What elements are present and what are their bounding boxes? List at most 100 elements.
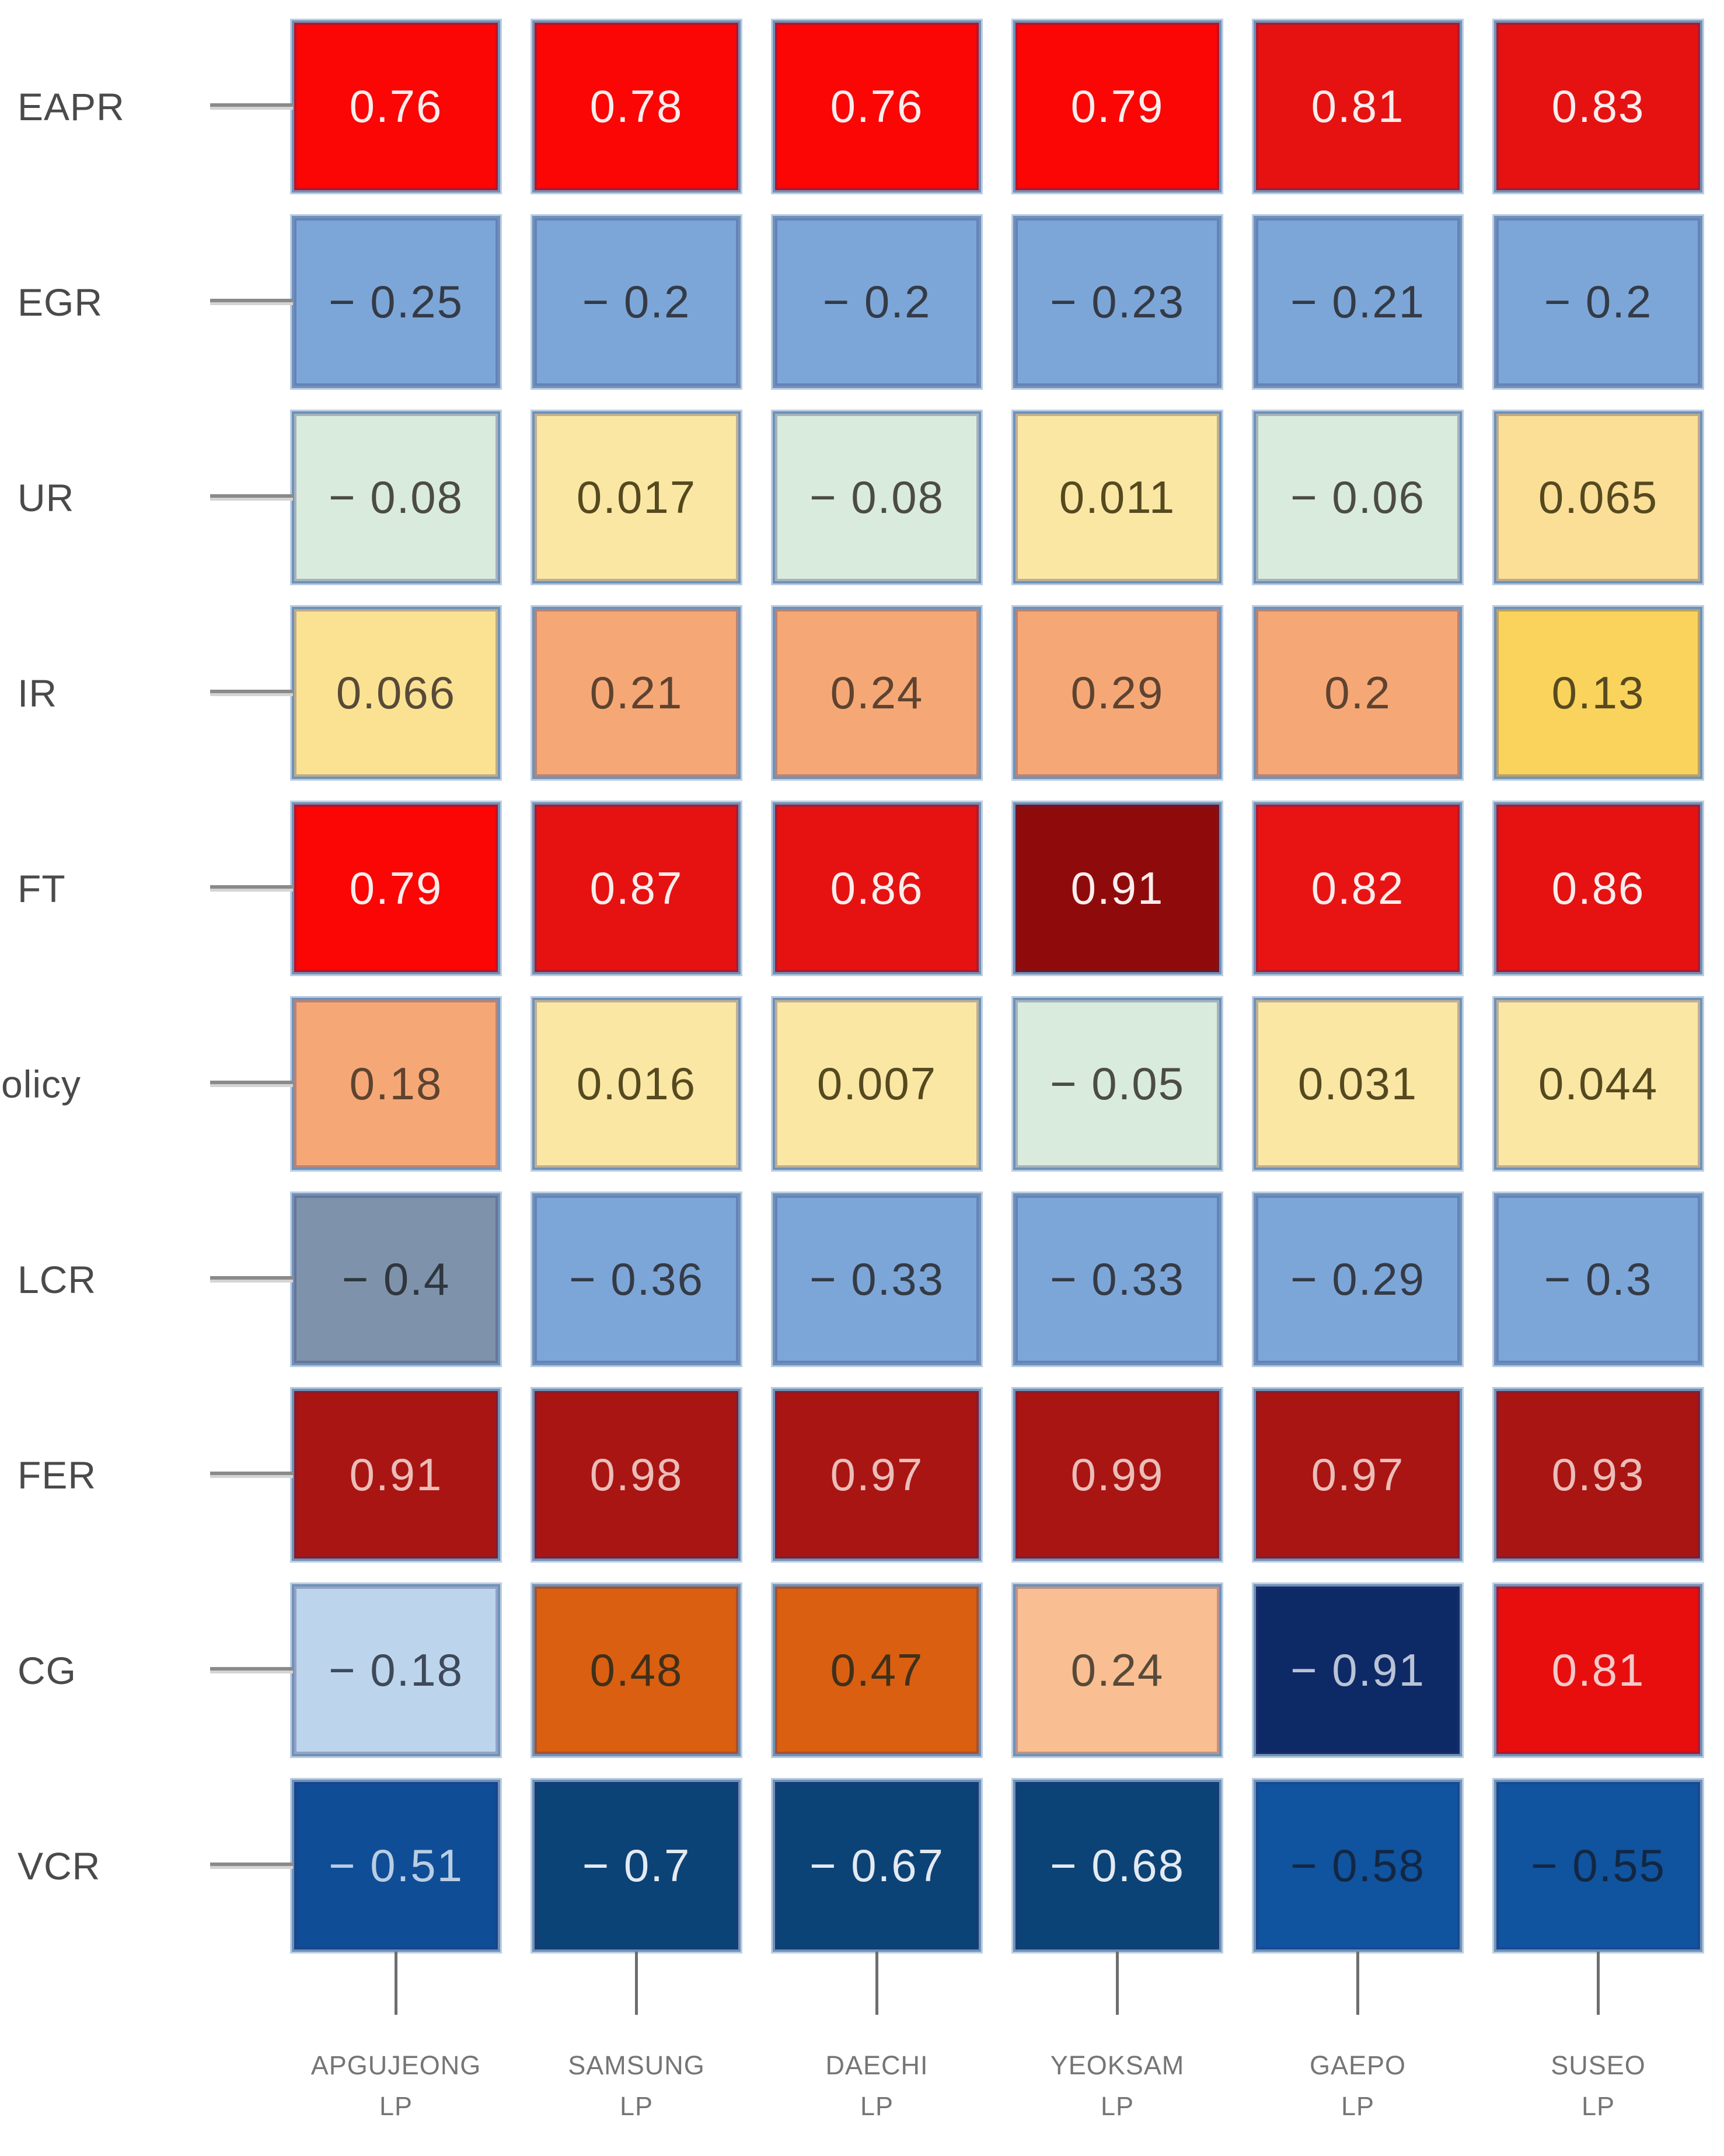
heatmap-cell: 0.79 [1013, 20, 1222, 193]
x-axis-label-suffix: LP [379, 2091, 413, 2121]
cell-value: 0.87 [589, 862, 683, 914]
x-tick [1116, 1952, 1119, 2015]
leader-line [210, 103, 293, 110]
cell-value: − 0.23 [1049, 276, 1185, 327]
cell-value: − 0.4 [341, 1253, 451, 1305]
heatmap-cell: − 0.21 [1254, 216, 1462, 388]
cell-value: 0.21 [589, 667, 683, 718]
leader-line [210, 689, 293, 696]
cell-value: 0.066 [336, 667, 456, 718]
cell-value: − 0.08 [809, 471, 945, 523]
heatmap-cell: 0.47 [773, 1584, 981, 1756]
cell-value: − 0.05 [1049, 1058, 1185, 1109]
heatmap-cell: 0.29 [1013, 607, 1222, 779]
x-axis-label: SAMSUNG LP [532, 2045, 741, 2156]
heatmap-cell: 0.98 [532, 1389, 741, 1561]
row-label: UR [0, 411, 293, 583]
cell-value: − 0.3 [1544, 1253, 1653, 1305]
cell-value: 0.97 [830, 1449, 924, 1500]
axis-spacer [0, 1975, 260, 2016]
heatmap-cell: − 0.29 [1254, 1193, 1462, 1365]
row-label: IR [0, 607, 293, 779]
x-tick-cell [532, 1952, 741, 2016]
x-tick-cell [292, 1952, 500, 2016]
cell-value: − 0.51 [328, 1840, 464, 1891]
cell-value: 0.24 [830, 667, 924, 718]
x-axis-label-name: GAEPO [1309, 2050, 1407, 2080]
row-label: olicy [0, 998, 293, 1170]
cell-value: 0.2 [1324, 667, 1391, 718]
heatmap-cell: − 0.23 [1013, 216, 1222, 388]
cell-value: 0.48 [589, 1644, 683, 1696]
x-axis-label-name: SUSEO [1551, 2050, 1646, 2080]
cell-value: − 0.55 [1530, 1840, 1666, 1891]
row-label-text: IR [18, 671, 57, 715]
x-axis-label-name: APGUJEONG [310, 2050, 481, 2080]
cell-value: − 0.25 [328, 276, 464, 327]
cell-value: 0.18 [349, 1058, 443, 1109]
cell-value: 0.99 [1070, 1449, 1164, 1500]
heatmap-cell: 0.81 [1254, 20, 1462, 193]
heatmap-cell: − 0.08 [773, 411, 981, 583]
heatmap-cell: − 0.2 [773, 216, 981, 388]
heatmap-cell: 0.78 [532, 20, 741, 193]
x-tick-cell [1494, 1952, 1702, 2016]
heatmap-cell: 0.76 [773, 20, 981, 193]
heatmap-cell: 0.24 [773, 607, 981, 779]
row-label: VCR [0, 1780, 293, 1952]
row-label: CG [0, 1584, 293, 1756]
heatmap-cell: − 0.05 [1013, 998, 1222, 1170]
heatmap-cell: − 0.25 [292, 216, 500, 388]
cell-value: − 0.33 [809, 1253, 945, 1305]
heatmap-cell: 0.21 [532, 607, 741, 779]
x-axis-label: DAECHI LP [773, 2045, 981, 2156]
leader-line [210, 298, 293, 305]
cell-value: − 0.2 [582, 276, 691, 327]
cell-value: 0.81 [1311, 81, 1405, 132]
cell-value: − 0.33 [1049, 1253, 1185, 1305]
cell-value: − 0.08 [328, 471, 464, 523]
x-tick-cell [1254, 1952, 1462, 2016]
heatmap-cell: − 0.4 [292, 1193, 500, 1365]
x-axis-label-name: YEOKSAM [1050, 2050, 1185, 2080]
heatmap-cell: 0.97 [1254, 1389, 1462, 1561]
x-axis-label-suffix: LP [619, 2091, 654, 2121]
cell-value: 0.29 [1070, 667, 1164, 718]
cell-value: − 0.91 [1290, 1644, 1426, 1696]
heatmap-cell: − 0.68 [1013, 1780, 1222, 1952]
cell-value: 0.91 [349, 1449, 443, 1500]
cell-value: 0.13 [1551, 667, 1645, 718]
cell-value: − 0.36 [568, 1253, 704, 1305]
cell-value: − 0.29 [1290, 1253, 1426, 1305]
leader-line [210, 1862, 293, 1869]
x-axis-label-name: SAMSUNG [568, 2050, 705, 2080]
heatmap-grid: EAPR 0.76 0.78 0.76 0.79 0.81 0.83 EGR −… [0, 20, 1702, 2156]
heatmap-cell: 0.86 [773, 802, 981, 974]
cell-value: − 0.2 [1544, 276, 1653, 327]
cell-value: − 0.67 [809, 1840, 945, 1891]
heatmap-cell: 0.93 [1494, 1389, 1702, 1561]
leader-line [210, 494, 293, 501]
heatmap-cell: − 0.67 [773, 1780, 981, 1952]
x-axis-label-suffix: LP [1341, 2091, 1375, 2121]
heatmap-cell: 0.13 [1494, 607, 1702, 779]
heatmap-cell: 0.91 [1013, 802, 1222, 974]
cell-value: 0.93 [1551, 1449, 1645, 1500]
cell-value: 0.76 [349, 81, 443, 132]
cell-value: − 0.18 [328, 1644, 464, 1696]
cell-value: − 0.58 [1290, 1840, 1426, 1891]
x-axis-label-suffix: LP [860, 2091, 894, 2121]
cell-value: 0.76 [830, 81, 924, 132]
x-tick [1597, 1952, 1600, 2015]
heatmap-cell: 0.044 [1494, 998, 1702, 1170]
heatmap-cell: 0.87 [532, 802, 741, 974]
heatmap-cell: − 0.7 [532, 1780, 741, 1952]
heatmap-cell: − 0.51 [292, 1780, 500, 1952]
heatmap-cell: 0.066 [292, 607, 500, 779]
heatmap-cell: 0.007 [773, 998, 981, 1170]
leader-line [210, 1666, 293, 1673]
x-axis-label: GAEPO LP [1254, 2045, 1462, 2156]
heatmap-cell: − 0.33 [1013, 1193, 1222, 1365]
cell-value: 0.81 [1551, 1644, 1645, 1696]
